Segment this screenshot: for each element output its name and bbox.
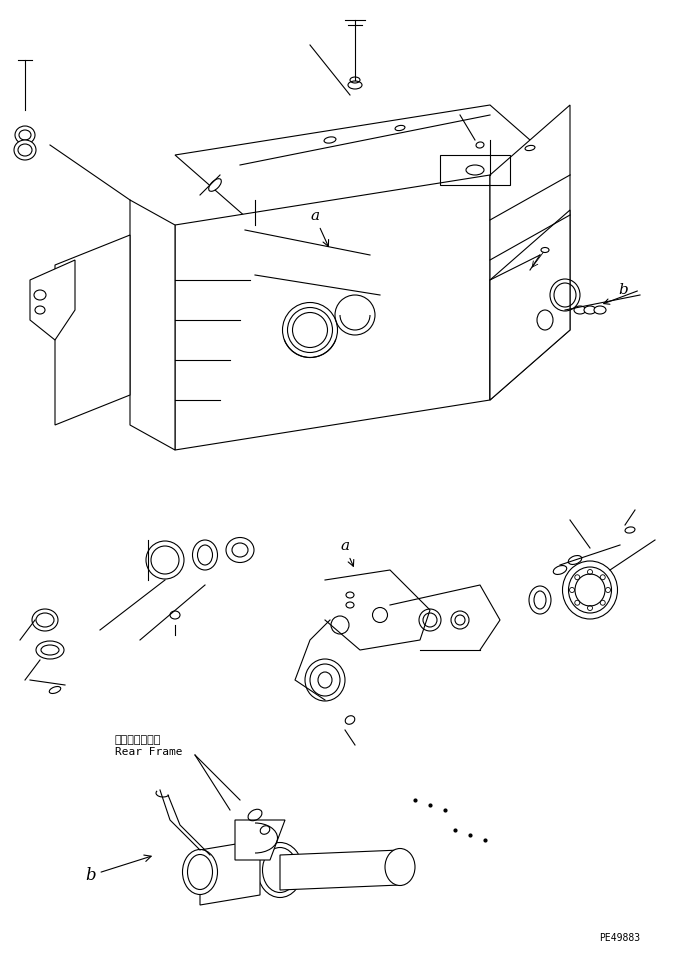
Text: a: a [310,209,329,246]
Ellipse shape [385,849,415,885]
Ellipse shape [187,855,213,889]
Ellipse shape [568,556,582,564]
Ellipse shape [594,306,606,314]
Polygon shape [490,210,570,400]
Polygon shape [200,840,260,905]
Text: a: a [340,539,354,566]
Ellipse shape [451,611,469,629]
Polygon shape [490,105,570,400]
Ellipse shape [346,716,354,724]
Ellipse shape [395,125,405,130]
Polygon shape [235,820,285,860]
Ellipse shape [258,842,303,898]
Polygon shape [130,200,175,450]
Ellipse shape [584,306,596,314]
Ellipse shape [324,137,336,143]
Ellipse shape [263,848,298,893]
Ellipse shape [476,142,484,148]
Text: リヤーフレーム: リヤーフレーム [115,735,162,745]
Text: PE49883: PE49883 [599,933,640,943]
Ellipse shape [529,586,551,614]
Ellipse shape [346,592,354,598]
Polygon shape [30,260,75,340]
Text: b: b [85,855,151,884]
Ellipse shape [14,140,36,160]
Ellipse shape [226,537,254,562]
Ellipse shape [348,81,362,89]
Ellipse shape [209,179,221,192]
Ellipse shape [574,306,586,314]
Bar [440,155,510,185]
Ellipse shape [182,850,218,895]
Ellipse shape [170,611,180,619]
Ellipse shape [541,247,549,253]
Ellipse shape [36,641,64,659]
Polygon shape [175,105,570,225]
Polygon shape [55,235,130,425]
Ellipse shape [525,146,535,150]
Text: b: b [618,283,627,297]
Ellipse shape [625,527,635,533]
Text: Rear Frame: Rear Frame [115,747,182,757]
Ellipse shape [346,602,354,608]
Ellipse shape [553,565,567,575]
Ellipse shape [261,826,269,834]
Polygon shape [175,175,490,450]
Ellipse shape [49,687,61,694]
Polygon shape [280,850,400,890]
